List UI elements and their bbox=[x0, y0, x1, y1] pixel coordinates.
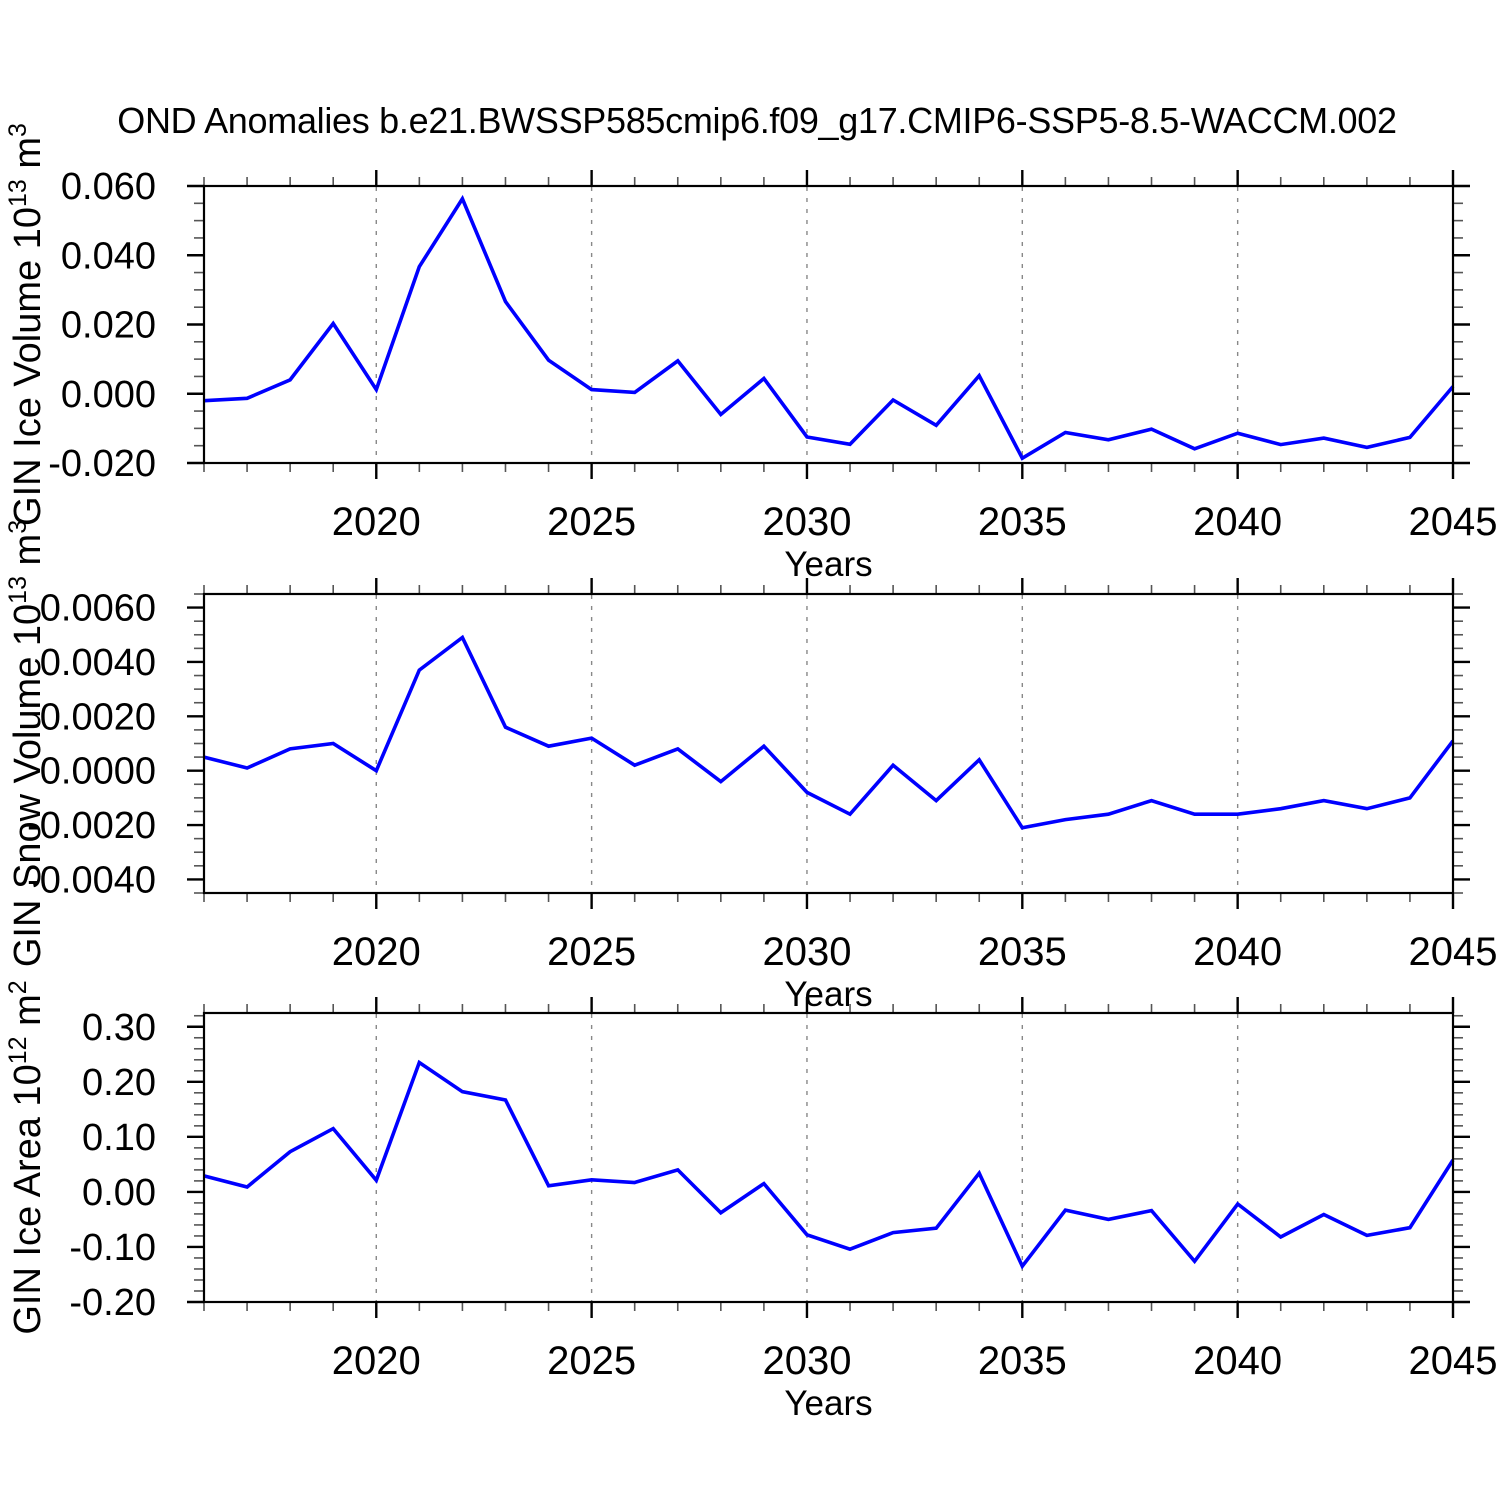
y-axis-title-superscript: 13 bbox=[4, 179, 32, 207]
y-tick-label: 0.20 bbox=[82, 1062, 156, 1104]
x-tick-label: 2025 bbox=[547, 500, 636, 544]
y-axis-title-text: GIN Ice Area 10 bbox=[7, 1064, 49, 1334]
x-tick-label: 2025 bbox=[547, 1339, 636, 1383]
y-tick-label: 0.00 bbox=[82, 1172, 156, 1214]
data-line bbox=[203, 194, 1455, 461]
y-tick-label: 0.0040 bbox=[40, 642, 156, 684]
y-axis-title-text: m bbox=[7, 994, 49, 1036]
x-tick-label: 2020 bbox=[332, 500, 421, 544]
y-axis-title-superscript: 13 bbox=[4, 576, 32, 604]
y-tick-label: 0.10 bbox=[82, 1117, 156, 1159]
y-tick-label: 0.020 bbox=[61, 305, 156, 347]
y-tick-label: 0.0060 bbox=[40, 588, 156, 630]
x-tick-label: 2040 bbox=[1193, 500, 1282, 544]
data-line bbox=[203, 1059, 1455, 1270]
plot-border bbox=[202, 592, 1455, 895]
x-tick-label: 2045 bbox=[1409, 1339, 1498, 1383]
y-tick-label: 0.000 bbox=[61, 374, 156, 416]
y-axis-title-superscript: 12 bbox=[4, 1036, 32, 1064]
y-axis-title: GIN Ice Area 1012 m2 bbox=[4, 980, 49, 1334]
data-line bbox=[203, 634, 1455, 830]
x-tick-label: 2030 bbox=[762, 500, 851, 544]
y-tick-label: -0.0020 bbox=[27, 805, 156, 847]
y-axis-title-text: m bbox=[7, 534, 49, 576]
x-tick-label: 2020 bbox=[332, 930, 421, 974]
x-tick-label: 2030 bbox=[762, 930, 851, 974]
x-tick-label: 2040 bbox=[1193, 930, 1282, 974]
y-tick-label: 0.0000 bbox=[40, 751, 156, 793]
x-tick-label: 2025 bbox=[547, 930, 636, 974]
y-axis-title-superscript: 3 bbox=[4, 123, 32, 137]
y-tick-label: -0.020 bbox=[48, 443, 156, 485]
y-axis-title-text: GIN Ice Volume 10 bbox=[7, 207, 49, 526]
x-tick-label: 2020 bbox=[332, 1339, 421, 1383]
x-tick-label: 2045 bbox=[1409, 930, 1498, 974]
plot-border bbox=[202, 1011, 1455, 1304]
x-tick-label: 2035 bbox=[978, 1339, 1067, 1383]
x-axis-title: Years bbox=[784, 975, 872, 1014]
x-tick-label: 2045 bbox=[1409, 500, 1498, 544]
x-tick-label: 2035 bbox=[978, 500, 1067, 544]
y-axis-title-text: GIN Snow Volume 10 bbox=[7, 604, 49, 967]
x-tick-label: 2030 bbox=[762, 1339, 851, 1383]
y-tick-label: 0.30 bbox=[82, 1007, 156, 1049]
y-tick-label: -0.0040 bbox=[27, 859, 156, 901]
y-axis-title-superscript: 2 bbox=[4, 980, 32, 994]
x-tick-label: 2035 bbox=[978, 930, 1067, 974]
y-axis-title-superscript: 3 bbox=[4, 520, 32, 534]
y-axis-title: GIN Snow Volume 1013 m3 bbox=[4, 520, 49, 967]
y-tick-label: -0.20 bbox=[69, 1282, 156, 1324]
x-tick-label: 2040 bbox=[1193, 1339, 1282, 1383]
x-axis-title: Years bbox=[784, 545, 872, 584]
plot-border bbox=[202, 184, 1455, 465]
figure-title: OND Anomalies b.e21.BWSSP585cmip6.f09_g1… bbox=[117, 100, 1397, 141]
y-tick-label: 0.040 bbox=[61, 235, 156, 277]
x-axis-title: Years bbox=[784, 1384, 872, 1423]
y-tick-label: 0.060 bbox=[61, 166, 156, 208]
y-tick-label: -0.10 bbox=[69, 1227, 156, 1269]
y-tick-label: 0.0020 bbox=[40, 696, 156, 738]
y-axis-title: GIN Ice Volume 1013 m3 bbox=[4, 123, 49, 526]
y-axis-title-text: m bbox=[7, 137, 49, 179]
